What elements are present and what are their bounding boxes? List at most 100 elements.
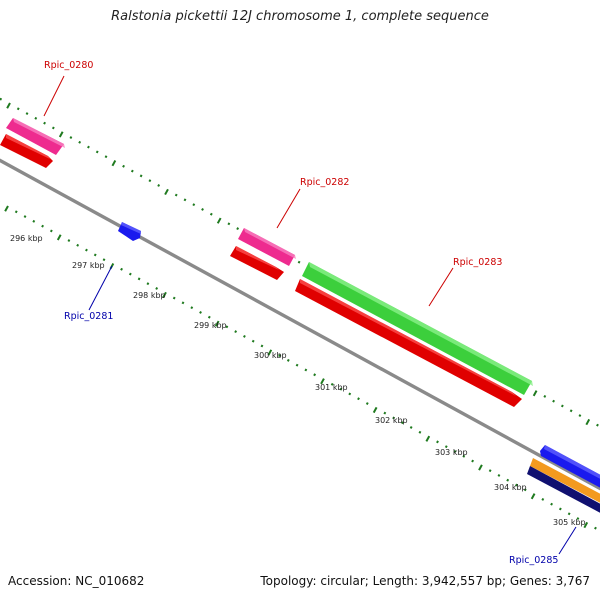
leader-line-rpic-0283 xyxy=(428,267,454,307)
minor-tick xyxy=(497,473,501,477)
minor-tick xyxy=(76,243,80,247)
gene-rpic-0283-cds[interactable] xyxy=(295,279,522,407)
minor-tick xyxy=(383,411,387,415)
major-tick xyxy=(320,378,325,385)
minor-tick xyxy=(199,310,202,314)
gene-rpic-0282-pink[interactable] xyxy=(238,228,296,266)
minor-tick xyxy=(207,315,211,319)
minor-tick xyxy=(137,277,141,281)
major-tick xyxy=(164,188,169,196)
minor-tick xyxy=(596,423,599,427)
leader-line-rpic-0281 xyxy=(88,265,113,311)
major-tick xyxy=(583,521,589,529)
minor-tick xyxy=(23,215,27,218)
minor-tick xyxy=(348,392,352,396)
minor-tick xyxy=(506,478,510,482)
minor-tick xyxy=(172,296,176,300)
gene-rpic-0281[interactable] xyxy=(118,222,141,241)
gene-rpic-0285-orange[interactable] xyxy=(530,458,600,508)
minor-tick xyxy=(560,404,564,408)
minor-tick xyxy=(43,121,46,125)
minor-tick xyxy=(120,267,123,271)
major-tick xyxy=(216,217,222,224)
minor-tick xyxy=(192,203,196,207)
gene-rpic-0282-cds[interactable] xyxy=(230,246,284,280)
minor-tick xyxy=(278,354,281,358)
minor-tick xyxy=(243,334,246,338)
minor-tick xyxy=(16,107,20,111)
minor-tick xyxy=(157,184,161,187)
minor-tick xyxy=(558,507,562,511)
gene-rpic-0283-green[interactable] xyxy=(302,262,533,395)
major-tick xyxy=(372,406,378,414)
minor-tick xyxy=(453,450,457,453)
minor-tick xyxy=(104,155,108,159)
major-tick xyxy=(58,131,64,138)
tick-label: 303 kbp xyxy=(435,448,468,457)
minor-tick xyxy=(330,382,334,386)
minor-tick xyxy=(190,306,194,310)
minor-tick xyxy=(418,430,422,434)
minor-tick xyxy=(304,368,308,372)
minor-tick xyxy=(409,426,413,429)
leader-line-rpic-0280 xyxy=(43,75,65,117)
minor-tick xyxy=(93,253,97,257)
minor-tick xyxy=(181,301,185,305)
map-title: Ralstonia pickettii 12J chromosome 1, co… xyxy=(111,9,489,24)
minor-tick xyxy=(569,409,573,413)
leader-line-rpic-0282 xyxy=(276,188,301,229)
minor-tick xyxy=(297,260,301,264)
gene-rpic-0280-pink[interactable] xyxy=(6,118,65,155)
minor-tick xyxy=(69,136,73,139)
minor-tick xyxy=(392,416,396,420)
feature-label-rpic-0282[interactable]: Rpic_0282 xyxy=(300,177,349,188)
minor-tick xyxy=(155,287,159,290)
minor-tick xyxy=(365,402,369,405)
minor-tick xyxy=(128,272,132,276)
minor-tick xyxy=(49,229,53,233)
minor-tick xyxy=(67,239,71,242)
tick-labels: 296 kbp 297 kbp 298 kbp 299 kbp 300 kbp 301 k… xyxy=(10,234,586,527)
minor-tick xyxy=(552,399,555,403)
minor-tick xyxy=(286,358,290,362)
minor-tick xyxy=(462,454,466,458)
tick-label: 298 kbp xyxy=(133,291,166,300)
feature-label-rpic-0281[interactable]: Rpic_0281 xyxy=(64,311,113,322)
minor-tick xyxy=(260,344,264,348)
minor-tick xyxy=(578,414,582,418)
minor-tick xyxy=(225,325,229,329)
minor-tick xyxy=(95,150,99,154)
minor-tick xyxy=(236,227,240,231)
minor-tick xyxy=(295,363,299,367)
minor-tick xyxy=(227,222,231,226)
minor-tick xyxy=(130,169,134,173)
major-tick xyxy=(530,493,536,500)
feature-label-rpic-0283[interactable]: Rpic_0283 xyxy=(453,257,502,268)
tick-label: 305 kbp xyxy=(553,518,586,527)
minor-tick xyxy=(87,145,90,149)
major-tick xyxy=(6,102,11,109)
major-tick xyxy=(214,320,220,327)
minor-tick xyxy=(400,421,404,425)
minor-tick xyxy=(523,488,527,492)
minor-tick xyxy=(14,210,18,214)
minor-tick xyxy=(102,258,106,262)
summary-text: Topology: circular; Length: 3,942,557 bp… xyxy=(260,574,590,588)
minor-tick xyxy=(34,116,38,120)
tick-label: 299 kbp xyxy=(194,321,227,330)
minor-tick xyxy=(32,219,36,223)
major-tick xyxy=(4,205,9,212)
feature-label-rpic-0285[interactable]: Rpic_0285 xyxy=(509,555,558,566)
gene-rpic-0285-navy[interactable] xyxy=(527,466,600,518)
minor-tick xyxy=(313,373,317,377)
major-tick xyxy=(111,160,117,167)
minor-tick xyxy=(209,212,213,216)
major-tick xyxy=(56,234,62,241)
minor-tick xyxy=(567,512,571,516)
minor-tick xyxy=(488,469,492,473)
accession-text: Accession: NC_010682 xyxy=(8,574,145,588)
minor-tick xyxy=(122,164,125,168)
feature-label-rpic-0280[interactable]: Rpic_0280 xyxy=(44,60,93,71)
gene-rpic-0285-blue[interactable] xyxy=(540,445,600,493)
gene-rpic-0280-cds[interactable] xyxy=(0,134,53,168)
